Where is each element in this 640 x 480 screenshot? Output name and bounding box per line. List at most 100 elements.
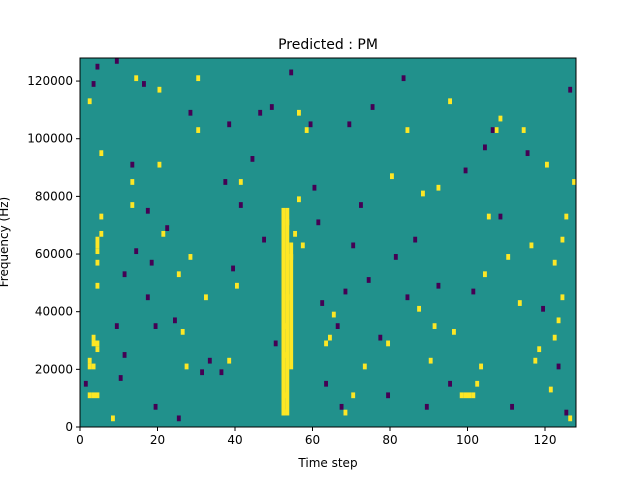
heatmap-cell <box>568 86 573 93</box>
y-tick-label: 100000 <box>27 132 73 146</box>
heatmap-cell <box>122 352 127 358</box>
heatmap-cell <box>521 127 526 133</box>
heatmap-cell <box>165 225 170 231</box>
heatmap-cell <box>95 392 100 399</box>
heatmap-cell <box>390 173 394 180</box>
heatmap-cell <box>118 375 123 381</box>
x-axis-label: Time step <box>297 456 357 470</box>
heatmap-cell <box>95 242 100 249</box>
heatmap-cell <box>490 127 495 133</box>
heatmap-cell <box>343 288 348 295</box>
heatmap-cell <box>196 127 201 133</box>
heatmap-cell <box>219 369 224 376</box>
heatmap-cell <box>130 161 135 168</box>
heatmap-cell <box>378 334 383 341</box>
heatmap-cell <box>413 236 418 243</box>
heatmap-cell <box>99 150 104 157</box>
heatmap-cell <box>556 317 561 324</box>
heatmap-cell <box>533 357 538 364</box>
x-axis: 0 20 40 60 80 100 120 <box>76 427 556 447</box>
heatmap-cell <box>564 213 569 220</box>
heatmap-run <box>289 242 294 370</box>
heatmap-cell <box>401 75 406 82</box>
heatmap-cell <box>188 254 193 260</box>
heatmap-cell <box>95 248 100 255</box>
heatmap-cell <box>161 230 166 237</box>
heatmap-cell <box>452 328 456 335</box>
heatmap-cell <box>351 242 356 249</box>
heatmap-cell <box>91 334 96 341</box>
heatmap-cell <box>176 415 181 422</box>
heatmap-cell <box>207 357 212 364</box>
heatmap-cell <box>506 254 511 260</box>
heatmap-cell <box>238 202 243 208</box>
heatmap-cell <box>304 127 309 133</box>
heatmap-cell <box>95 282 100 289</box>
heatmap-cell <box>467 392 472 399</box>
heatmap-cell <box>572 179 577 185</box>
y-tick-label: 0 <box>65 420 73 434</box>
heatmap-cell <box>157 86 162 93</box>
heatmap-cell <box>87 392 92 399</box>
heatmap-cell <box>335 323 340 329</box>
y-tick-label: 20000 <box>35 362 73 376</box>
heatmap-cell <box>498 213 503 220</box>
heatmap-cell <box>537 346 542 353</box>
x-tick-label: 40 <box>227 433 242 447</box>
heatmap-cell <box>545 161 549 168</box>
heatmap-cell <box>556 363 561 370</box>
heatmap-cell <box>320 300 325 306</box>
x-tick-label: 20 <box>150 433 165 447</box>
heatmap-cell <box>91 340 96 347</box>
x-tick-label: 80 <box>382 433 397 447</box>
heatmap-cell <box>83 380 88 387</box>
heatmap-cell <box>99 213 104 220</box>
heatmap-cell <box>273 340 278 347</box>
heatmap-cell <box>448 380 453 387</box>
heatmap-cell <box>91 81 96 87</box>
heatmap-cell <box>130 179 135 185</box>
heatmap-cell <box>351 392 356 399</box>
x-tick-label: 120 <box>534 433 557 447</box>
heatmap-cell <box>328 334 332 341</box>
heatmap-cell <box>300 242 305 249</box>
heatmap-cells <box>83 58 577 422</box>
heatmap-cell <box>130 202 135 208</box>
heatmap-cell <box>95 340 100 347</box>
heatmap-cell <box>308 121 313 128</box>
heatmap-cell <box>312 184 317 191</box>
heatmap-cell <box>436 282 441 289</box>
heatmap-cell <box>405 127 410 133</box>
heatmap-cell <box>200 369 205 376</box>
heatmap-cell <box>339 403 344 410</box>
heatmap-cell <box>475 380 480 387</box>
heatmap-cell <box>424 403 429 410</box>
heatmap-cell <box>463 167 468 174</box>
heatmap-cell <box>149 259 154 266</box>
heatmap-cell <box>432 323 437 329</box>
heatmap-cell <box>548 386 553 393</box>
heatmap-cell <box>541 305 546 312</box>
heatmap-cell <box>238 179 243 185</box>
chart-title: Predicted : PM <box>278 37 378 53</box>
y-tick-label: 40000 <box>35 305 73 319</box>
y-tick-label: 60000 <box>35 247 73 261</box>
heatmap-cell <box>529 242 534 249</box>
heatmap-cell <box>370 104 375 110</box>
heatmap-cell <box>145 207 150 214</box>
heatmap-run <box>281 207 286 416</box>
heatmap-cell <box>479 363 484 370</box>
heatmap-cell <box>134 75 139 82</box>
heatmap-cell <box>560 294 565 301</box>
heatmap-cell <box>393 254 398 260</box>
heatmap-cell <box>258 109 263 116</box>
plot-area <box>79 57 577 428</box>
x-tick-label: 0 <box>76 433 84 447</box>
heatmap-cell <box>483 144 487 151</box>
heatmap-cell <box>157 161 162 168</box>
heatmap-cell <box>87 363 92 370</box>
heatmap-cell <box>366 277 371 283</box>
heatmap-cell <box>343 409 348 416</box>
heatmap-cell <box>262 236 267 243</box>
heatmap-cell <box>145 294 150 301</box>
